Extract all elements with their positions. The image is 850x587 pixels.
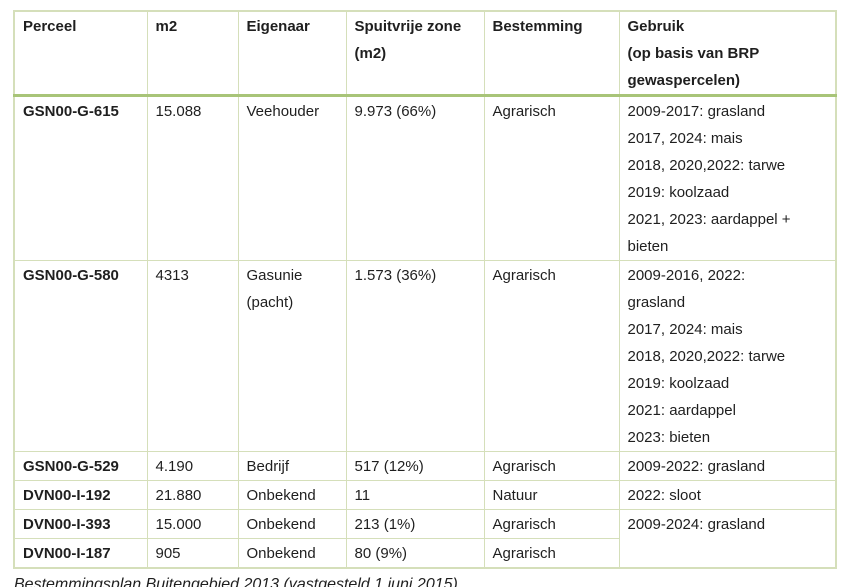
col-header-gebruik: Gebruik (op basis van BRP gewaspercelen) [618,10,837,97]
table-row: GSN00-G-615 15.088 Veehouder 9.973 (66%)… [13,95,837,261]
cell-m2: 21.880 [146,480,239,510]
cell-bestemming: Agrarisch [483,509,620,539]
table-row: GSN00-G-529 4.190 Bedrijf 517 (12%) Agra… [13,451,837,481]
cell-eigenaar: Veehouder [237,95,347,261]
cell-gebruik: 2009-2016, 2022: grasland 2017, 2024: ma… [618,260,837,452]
cell-perceel: DVN00-I-187 [13,538,148,569]
cell-spuitvrije-zone: 517 (12%) [345,451,485,481]
cell-spuitvrije-zone: 9.973 (66%) [345,95,485,261]
col-header-spuitvrije-zone: Spuitvrije zone (m2) [345,10,485,97]
cell-eigenaar: Onbekend [237,480,347,510]
cell-bestemming: Agrarisch [483,451,620,481]
cell-eigenaar: Gasunie (pacht) [237,260,347,452]
cell-eigenaar: Onbekend [237,509,347,539]
cell-gebruik: 2009-2022: grasland [618,451,837,481]
cell-bestemming: Agrarisch [483,538,620,569]
cell-perceel: DVN00-I-393 [13,509,148,539]
cell-spuitvrije-zone: 1.573 (36%) [345,260,485,452]
cell-perceel: GSN00-G-615 [13,95,148,261]
parcel-table: Perceel m2 Eigenaar Spuitvrije zone (m2)… [13,10,837,569]
cell-m2: 4313 [146,260,239,452]
cell-gebruik: 2009-2024: grasland [618,509,837,569]
col-header-bestemming: Bestemming [483,10,620,97]
table-row: DVN00-I-393 15.000 Onbekend 213 (1%) Agr… [13,509,837,569]
cell-perceel: GSN00-G-529 [13,451,148,481]
cell-m2: 4.190 [146,451,239,481]
cell-eigenaar: Onbekend [237,538,347,569]
cell-bestemming: Agrarisch [483,260,620,452]
table-row: GSN00-G-580 4313 Gasunie (pacht) 1.573 (… [13,260,837,452]
cell-spuitvrije-zone: 11 [345,480,485,510]
table-row: DVN00-I-192 21.880 Onbekend 11 Natuur 20… [13,480,837,510]
cell-spuitvrije-zone: 213 (1%) [345,509,485,539]
cell-m2: 15.000 [146,509,239,539]
cell-m2: 15.088 [146,95,239,261]
col-header-eigenaar: Eigenaar [237,10,347,97]
cell-bestemming: Natuur [483,480,620,510]
table-row: DVN00-I-187 905 Onbekend 80 (9%) Agraris… [13,538,836,569]
cell-gebruik: 2022: sloot [618,480,837,510]
cell-bestemming: Agrarisch [483,95,620,261]
table-header-row: Perceel m2 Eigenaar Spuitvrije zone (m2)… [13,10,837,97]
table-caption: Bestemmingsplan Buitengebied 2013 (vastg… [14,576,458,587]
cell-gebruik: 2009-2017: grasland 2017, 2024: mais 201… [618,95,837,261]
cell-perceel: DVN00-I-192 [13,480,148,510]
col-header-m2: m2 [146,10,239,97]
cell-m2: 905 [146,538,239,569]
cell-perceel: GSN00-G-580 [13,260,148,452]
cell-eigenaar: Bedrijf [237,451,347,481]
cell-spuitvrije-zone: 80 (9%) [345,538,485,569]
col-header-perceel: Perceel [13,10,148,97]
